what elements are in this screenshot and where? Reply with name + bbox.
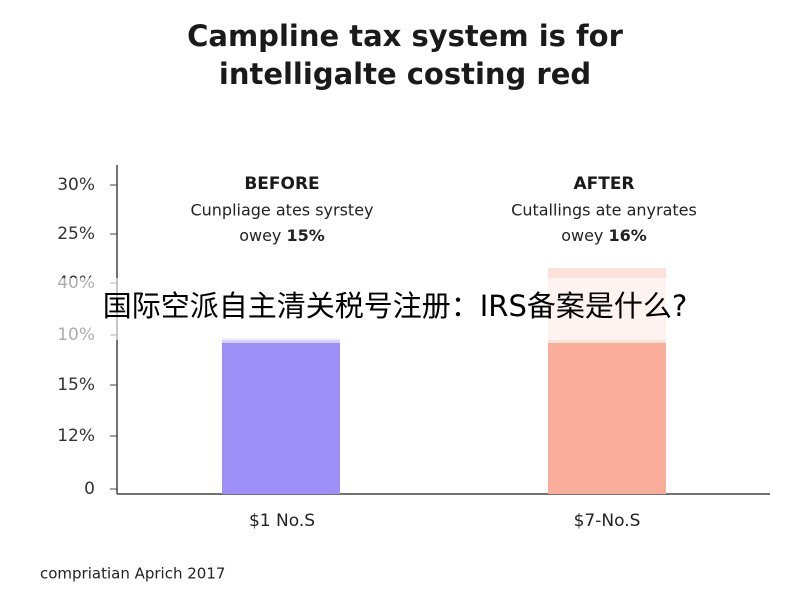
caption-highlight: 16% <box>608 226 646 245</box>
title-line: Campline tax system is for <box>187 19 623 53</box>
bar <box>222 343 340 494</box>
caption-text: owey <box>239 226 281 245</box>
panel-heading: BEFORE <box>244 174 319 194</box>
caption-highlight: 15% <box>286 226 324 245</box>
caption-text: owey <box>561 226 603 245</box>
panel-heading: AFTER <box>573 174 634 194</box>
bar <box>548 343 666 494</box>
axis-label: 15% <box>57 375 95 395</box>
axis-label: 12% <box>57 426 95 446</box>
title-line: intelligalte costing red <box>219 57 591 91</box>
category-label: $7-No.S <box>574 511 641 531</box>
footer: compriatian Aprich 2017 <box>40 565 225 583</box>
axis-label: 0 <box>84 479 95 499</box>
bar-top <box>222 338 340 344</box>
category-label: $1 No.S <box>249 511 315 531</box>
banner-text: 国际空派自主清关税号注册：IRS备案是什么? <box>103 289 688 323</box>
banner-background <box>0 278 800 340</box>
axis-label: 30% <box>57 175 95 195</box>
panel-caption: Cunpliage ates syrstey <box>190 201 373 220</box>
axis-label: 25% <box>57 224 95 244</box>
panel-caption: owey 16% <box>561 226 647 245</box>
panel-caption: owey 15% <box>239 226 325 245</box>
panel-caption: Cutallings ate anyrates <box>511 201 697 220</box>
